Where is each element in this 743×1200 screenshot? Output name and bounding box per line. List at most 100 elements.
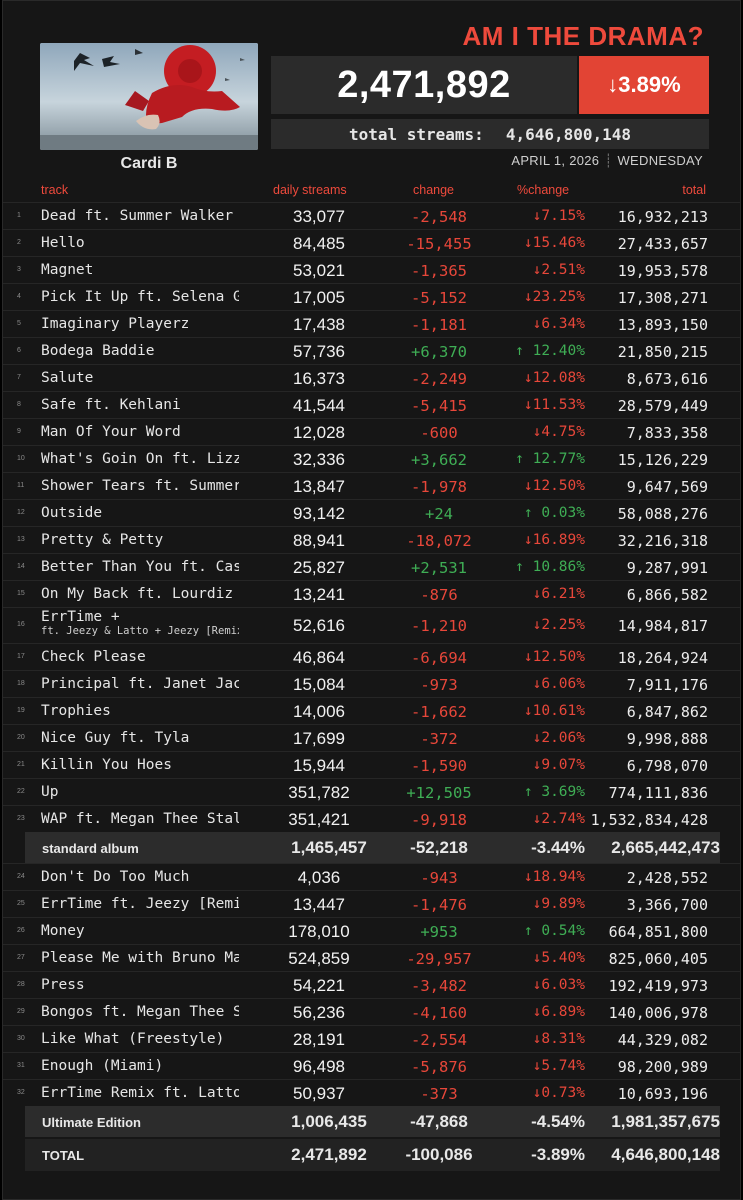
total-streams: 28,579,449 [617,397,708,415]
table-row: 32 ErrTime Remix ft. Latto 50,937 -373 ↓0.73… [3,1079,740,1106]
track-table: 1 Dead ft. Summer Walker 33,077 -2,548 ↓7.15… [3,202,740,1171]
col-pct: %change [517,183,570,197]
percent-change: ↓0.73% [532,1085,585,1101]
daily-streams: 13,447 [293,895,345,914]
track-number: 29 [17,1008,25,1015]
artist-name: Cardi B [120,155,178,172]
daily-streams: 52,616 [293,616,345,635]
col-total: total [682,183,706,197]
stream-change: -1,210 [411,617,467,635]
total-streams-label: total streams: [348,124,484,144]
grand-total-row: TOTAL 2,471,892 -100,086 -3.89% 4,646,800,14… [25,1139,720,1171]
percent-change: ↑ 3.69% [523,784,585,800]
percent-change: ↓9.89% [532,896,585,912]
summary-daily: 1,006,435 [291,1112,367,1131]
daily-streams: 524,859 [288,949,350,968]
table-row: 9 Man Of Your Word 12,028 -600 ↓4.75% 7,833,3… [3,418,740,445]
percent-change: ↓2.06% [532,730,585,746]
daily-change-badge: ↓ 3.89% [579,56,709,114]
percent-change: ↓12.50% [523,478,585,494]
stream-change: +6,370 [411,343,467,361]
track-name: Pick It Up ft. Selena Gomez [41,289,239,305]
track-name: Magnet [41,262,94,278]
total-streams: 14,984,817 [617,617,708,635]
track-number: 28 [17,981,25,988]
stream-change: -1,365 [411,262,467,280]
total-streams: 6,866,582 [626,586,708,604]
table-row: 11 Shower Tears ft. Summer Walker 13,847 -1… [3,472,740,499]
total-streams: 9,287,991 [626,559,708,577]
percent-change: ↓8.31% [532,1031,585,1047]
track-number: 32 [17,1089,25,1096]
track-name: Like What (Freestyle) [41,1031,225,1047]
total-streams: 18,264,924 [617,649,708,667]
total-streams: 19,953,578 [617,262,708,280]
daily-streams: 351,421 [288,810,350,829]
table-row: 16 ErrTime + ft. Jeezy & Latto + Jeezy [Re… [3,607,740,643]
table-row: 30 Like What (Freestyle) 28,191 -2,554 ↓8.31… [3,1025,740,1052]
track-number: 31 [17,1062,25,1069]
summary-total: 2,665,442,473 [611,838,720,857]
track-features: ft. Jeezy & Latto + Jeezy [Remix] [41,625,239,637]
stream-change: +2,531 [411,559,467,577]
track-number: 19 [17,707,25,714]
summary-total: 1,981,357,675 [611,1112,720,1131]
total-streams: 32,216,318 [617,532,708,550]
down-arrow-icon: ↓ [607,72,619,97]
daily-streams: 4,036 [297,868,341,887]
table-row: 19 Trophies 14,006 -1,662 ↓10.61% 6,847,862 [3,697,740,724]
track-title: ErrTime + [41,609,120,625]
table-row: 31 Enough (Miami) 96,498 -5,876 ↓5.74% 98,200… [3,1052,740,1079]
daily-total-box: 2,471,892 [271,56,577,114]
track-number: 20 [17,734,25,741]
track-number: 3 [17,266,21,273]
album-cover [40,43,258,150]
stream-change: -1,978 [411,478,467,496]
table-row: 12 Outside 93,142 +24 ↑ 0.03% 58,088,276 [3,499,740,526]
percent-change: ↓6.06% [532,676,585,692]
total-streams: 98,200,989 [617,1058,708,1076]
daily-streams: 17,438 [293,315,345,334]
stream-change: -600 [420,424,458,442]
table-row: 14 Better Than You ft. Cash Cobain 25,827 +… [3,553,740,580]
track-number: 8 [17,401,21,408]
date-separator: ┊ [604,153,613,168]
summary-pct: -3.44% [531,838,585,857]
track-number: 14 [17,563,25,570]
daily-streams: 46,864 [293,648,345,667]
stream-change: -5,152 [411,289,467,307]
stream-change: -15,455 [406,235,472,253]
table-row: 20 Nice Guy ft. Tyla 17,699 -372 ↓2.06% 9,998… [3,724,740,751]
track-name: What's Goin On ft. Lizzo [41,451,239,467]
track-name: Trophies [41,703,111,719]
col-change: change [413,183,455,197]
table-row: 13 Pretty & Petty 88,941 -18,072 ↓16.89% 32,2… [3,526,740,553]
track-number: 17 [17,653,25,660]
track-number: 21 [17,761,25,768]
total-streams: 15,126,229 [617,451,708,469]
track-name: Please Me with Bruno Mars [41,950,239,966]
track-name: Dead ft. Summer Walker [41,208,234,224]
track-name: On My Back ft. Lourdiz [41,586,234,602]
total-streams: 7,911,176 [626,676,708,694]
daily-streams: 13,847 [293,477,345,496]
track-name: Don't Do Too Much [41,869,190,885]
track-name: Enough (Miami) [41,1058,164,1074]
table-row: 18 Principal ft. Janet Jackson 15,084 -973 ↓… [3,670,740,697]
table-row: 7 Salute 16,373 -2,249 ↓12.08% 8,673,616 [3,364,740,391]
percent-change: ↑ 12.77% [515,451,585,467]
total-streams: 8,673,616 [626,370,708,388]
summary-change: -52,218 [410,838,468,857]
table-row: 10 What's Goin On ft. Lizzo 32,336 +3,662 ↑ … [3,445,740,472]
percent-change: ↓6.21% [532,586,585,602]
table-row: 4 Pick It Up ft. Selena Gomez 17,005 -5,152… [3,283,740,310]
track-number: 7 [17,374,21,381]
stream-change: -372 [420,730,458,748]
table-row: 28 Press 54,221 -3,482 ↓6.03% 192,419,973 [3,971,740,998]
daily-streams: 178,010 [288,922,350,941]
percent-change: ↓4.75% [532,424,585,440]
percent-change: ↓12.50% [523,649,585,665]
total-streams: 21,850,215 [617,343,708,361]
daily-streams: 13,241 [293,585,345,604]
